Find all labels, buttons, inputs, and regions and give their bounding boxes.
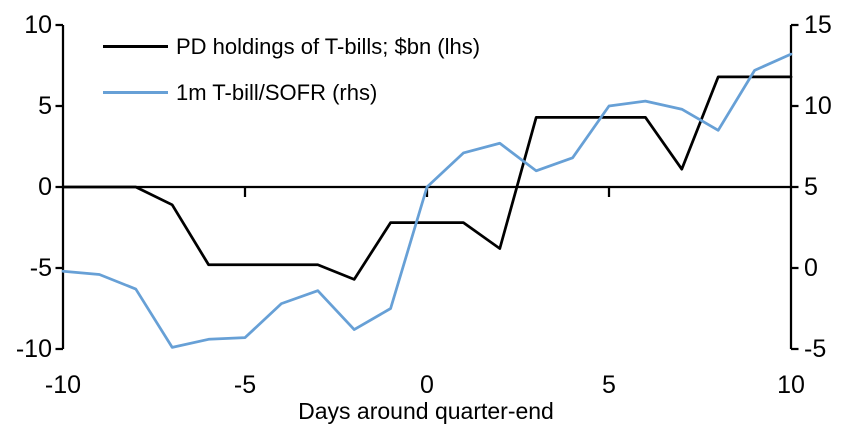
x-axis-tick-label: 0 [420, 371, 434, 399]
x-axis-tick-label: 5 [602, 371, 616, 399]
y-axis-left-tick-label: -10 [15, 335, 52, 363]
y-axis-left-tick-label: 5 [38, 92, 52, 120]
x-axis-tick-label: -5 [233, 371, 257, 399]
pd-holdings-line [61, 75, 793, 281]
legend-label-pd-holdings: PD holdings of T-bills; $bn (lhs) [176, 33, 481, 59]
y-axis-right-tick-label: 5 [804, 173, 818, 201]
x-axis-title: Days around quarter-end [298, 398, 554, 424]
y-axis-right-tick-label: 10 [804, 92, 832, 120]
y-axis-left-tick-label: 10 [24, 11, 52, 39]
y-axis-left-tick-label: -5 [29, 254, 52, 282]
y-axis-right-tick-label: 0 [804, 254, 818, 282]
pd-holdings-line-swatch [103, 45, 168, 48]
y-axis-right-tick-label: 15 [804, 11, 832, 39]
y-axis-left-tick-label: 0 [38, 173, 52, 201]
legend-item-tbill-sofr: 1m T-bill/SOFR (rhs) [103, 78, 480, 107]
legend-label-tbill-sofr: 1m T-bill/SOFR (rhs) [176, 79, 378, 105]
legend: PD holdings of T-bills; $bn (lhs) 1m T-b… [103, 32, 480, 124]
tbill-sofr-line-swatch [103, 91, 168, 94]
x-axis-tick-label: -10 [44, 371, 82, 399]
y-axis-right-tick-label: -5 [804, 335, 827, 363]
x-axis-tick-label: 10 [777, 371, 805, 399]
tbill-sofr-line [61, 52, 793, 349]
legend-item-pd-holdings: PD holdings of T-bills; $bn (lhs) [103, 32, 480, 61]
